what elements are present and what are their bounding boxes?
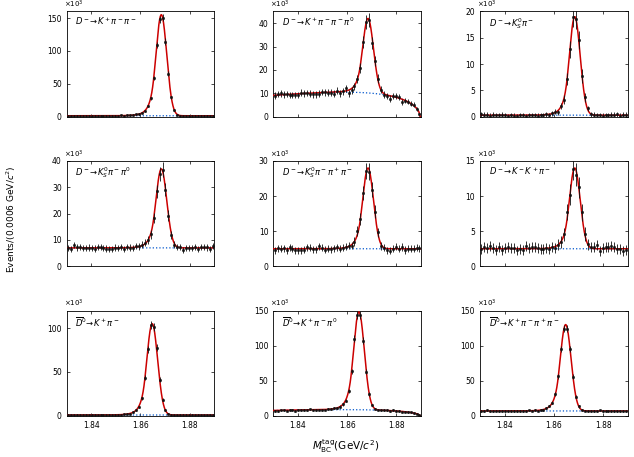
Text: $\times 10^3$: $\times 10^3$: [270, 149, 290, 160]
Text: $D^- \!\to\! K^0_S\pi^-$: $D^- \!\to\! K^0_S\pi^-$: [489, 16, 534, 31]
Text: $\times 10^3$: $\times 10^3$: [63, 149, 83, 160]
Text: $M_{\rm BC}^{\rm tag}({\rm GeV}/c^2)$: $M_{\rm BC}^{\rm tag}({\rm GeV}/c^2)$: [312, 437, 379, 455]
Text: $\overline{D}{}^0 \!\to\! K^+\pi^-\pi^0$: $\overline{D}{}^0 \!\to\! K^+\pi^-\pi^0$: [282, 315, 337, 329]
Text: $D^- \!\to\! K^0_S\pi^-\pi^+\pi^-$: $D^- \!\to\! K^0_S\pi^-\pi^+\pi^-$: [282, 165, 353, 180]
Text: $\overline{D}{}^0 \!\to\! K^+\pi^-$: $\overline{D}{}^0 \!\to\! K^+\pi^-$: [75, 315, 120, 329]
Text: $\times 10^3$: $\times 10^3$: [270, 0, 290, 11]
Text: $\times 10^3$: $\times 10^3$: [270, 298, 290, 309]
Text: Events/(0.0006 GeV/$c^2$): Events/(0.0006 GeV/$c^2$): [5, 165, 18, 273]
Text: $\times 10^3$: $\times 10^3$: [63, 0, 83, 11]
Text: $\times 10^3$: $\times 10^3$: [477, 149, 496, 160]
Text: $D^- \!\to\! K^0_S\pi^-\pi^0$: $D^- \!\to\! K^0_S\pi^-\pi^0$: [75, 165, 131, 180]
Text: $D^- \!\to\! K^+\pi^-\pi^-$: $D^- \!\to\! K^+\pi^-\pi^-$: [75, 16, 137, 27]
Text: $D^- \!\to\! K^-K^+\pi^-$: $D^- \!\to\! K^-K^+\pi^-$: [489, 165, 551, 177]
Text: $D^- \!\to\! K^+\pi^-\pi^-\pi^0$: $D^- \!\to\! K^+\pi^-\pi^-\pi^0$: [282, 16, 354, 28]
Text: $\times 10^3$: $\times 10^3$: [63, 298, 83, 309]
Text: $\times 10^3$: $\times 10^3$: [477, 0, 496, 11]
Text: $\times 10^3$: $\times 10^3$: [477, 298, 496, 309]
Text: $\overline{D}{}^0 \!\to\! K^+\pi^-\pi^+\pi^-$: $\overline{D}{}^0 \!\to\! K^+\pi^-\pi^+\…: [489, 315, 559, 329]
